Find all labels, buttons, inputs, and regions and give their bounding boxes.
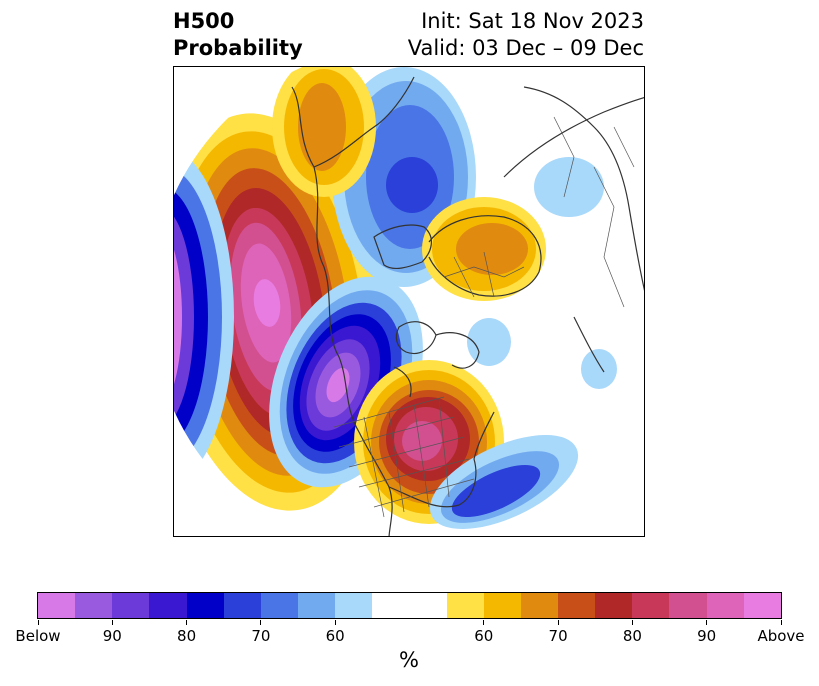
colorbar-tick-label: 90 [697,627,717,645]
colorbar-tick [483,620,485,625]
colorbar-segment [186,593,224,618]
product-label: Probability [173,36,303,60]
map-panel [173,66,645,537]
colorbar-tick-label: 80 [177,627,197,645]
colorbar-tick [557,620,559,625]
colorbar-tick [780,620,782,625]
colorbar-tick-label: Above [757,627,805,645]
colorbar-segment [632,593,670,618]
colorbar-segment [38,593,76,618]
colorbar-tick [334,620,336,625]
colorbar-segment [260,593,298,618]
colorbar-tick [706,620,708,625]
state-borders [333,116,635,518]
colorbar-segment [520,593,558,618]
map-title: H500 Probability [173,8,303,62]
forecast-dates: Init: Sat 18 Nov 2023 Valid: 03 Dec – 09… [408,8,644,62]
colorbar-segment [483,593,521,618]
colorbar-tick-label: 90 [102,627,122,645]
colorbar-tick-label: 70 [548,627,568,645]
variable-label: H500 [173,9,235,33]
colorbar-segment [446,593,484,618]
probability-map [174,67,644,536]
colorbar-segment [297,593,336,618]
colorbar-segment [595,593,633,618]
colorbar-segment [743,593,781,618]
colorbar-segment [112,593,150,618]
colorbar-tick-label: Below [15,627,61,645]
colorbar-tick-label: 80 [622,627,642,645]
colorbar-tick-label: 70 [251,627,271,645]
colorbar-segment [149,593,187,618]
coastlines [291,76,644,536]
shaded-probability-fields [174,67,617,529]
valid-range: Valid: 03 Dec – 09 Dec [407,36,644,60]
colorbar-tick-label: 60 [325,627,345,645]
colorbar-segment [372,593,447,618]
colorbar-segment [669,593,707,618]
colorbar-segment [335,593,373,618]
colorbar-segment [706,593,744,618]
colorbar-unit-label: % [399,648,419,672]
colorbar-segment [223,593,261,618]
colorbar-tick [260,620,262,625]
colorbar-tick [111,620,113,625]
colorbar-tick-label: 60 [474,627,494,645]
colorbar-tick [631,620,633,625]
colorbar-tick [186,620,188,625]
colorbar-tick [37,620,39,625]
colorbar-segment [75,593,113,618]
init-date: Init: Sat 18 Nov 2023 [421,9,644,33]
colorbar [37,592,782,619]
colorbar-segment [557,593,596,618]
